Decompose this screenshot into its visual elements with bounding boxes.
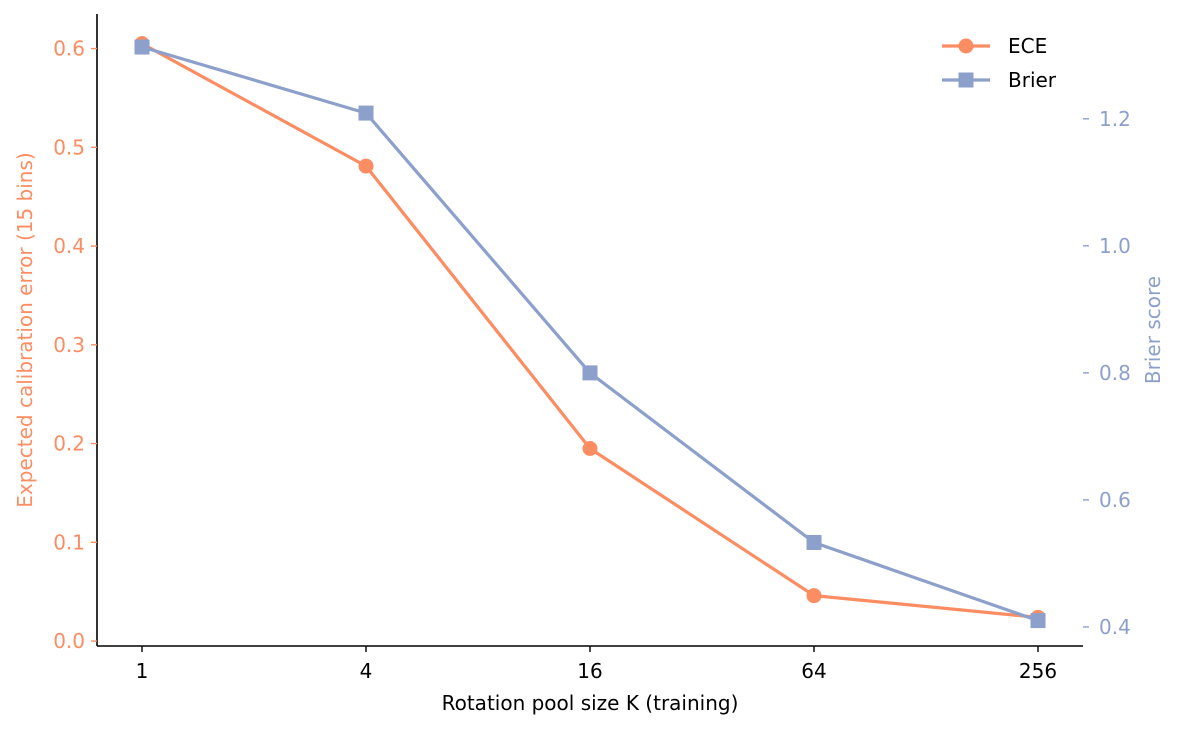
legend-label: Brier [1008,68,1057,92]
y-left-tick-label: 0.0 [53,629,85,653]
series-line-ece [141,42,1039,619]
series-layer [134,36,1046,629]
x-axis-label: Rotation pool size K (training) [442,691,739,715]
y-right-tick-label: 1.2 [1099,107,1131,131]
x-tick-label: 4 [360,659,373,683]
y-left-tick-label: 0.4 [53,234,85,258]
y-left-tick-label: 0.1 [53,530,85,554]
data-point-ece [806,588,822,604]
data-point-brier [582,365,598,381]
axes-layer: 1 4 16 64 256 0.0 0.1 0.2 0.3 0.4 0.5 0.6 0.4 0.6 0.8 1… [13,14,1165,715]
y-left-tick-label: 0.2 [53,432,85,456]
legend-marker-ece [958,38,974,54]
y-right-tick-label: 0.8 [1099,361,1131,385]
x-tick-label: 256 [1019,659,1057,683]
x-tick-label: 1 [136,659,149,683]
x-tick-label: 64 [801,659,826,683]
y-right-tick-label: 0.6 [1099,488,1131,512]
data-point-ece [358,158,374,174]
data-point-brier [1030,613,1046,629]
legend: ECE Brier [942,34,1057,92]
data-point-brier [806,534,822,550]
y-right-axis-label: Brier score [1141,276,1165,384]
data-point-brier [358,105,374,121]
y-right-tick-label: 0.4 [1099,615,1131,639]
y-left-tick-label: 0.5 [53,135,85,159]
y-left-tick-label: 0.3 [53,333,85,357]
y-left-axis-label: Expected calibration error (15 bins) [13,152,37,507]
y-left-tick-label: 0.6 [53,37,85,61]
data-point-ece [582,441,598,456]
legend-label: ECE [1008,34,1047,58]
x-tick-label: 16 [577,659,602,683]
legend-marker-brier [958,72,974,88]
data-point-brier [134,39,150,55]
series-line-brier [141,45,1039,623]
y-right-tick-label: 1.0 [1099,234,1131,258]
